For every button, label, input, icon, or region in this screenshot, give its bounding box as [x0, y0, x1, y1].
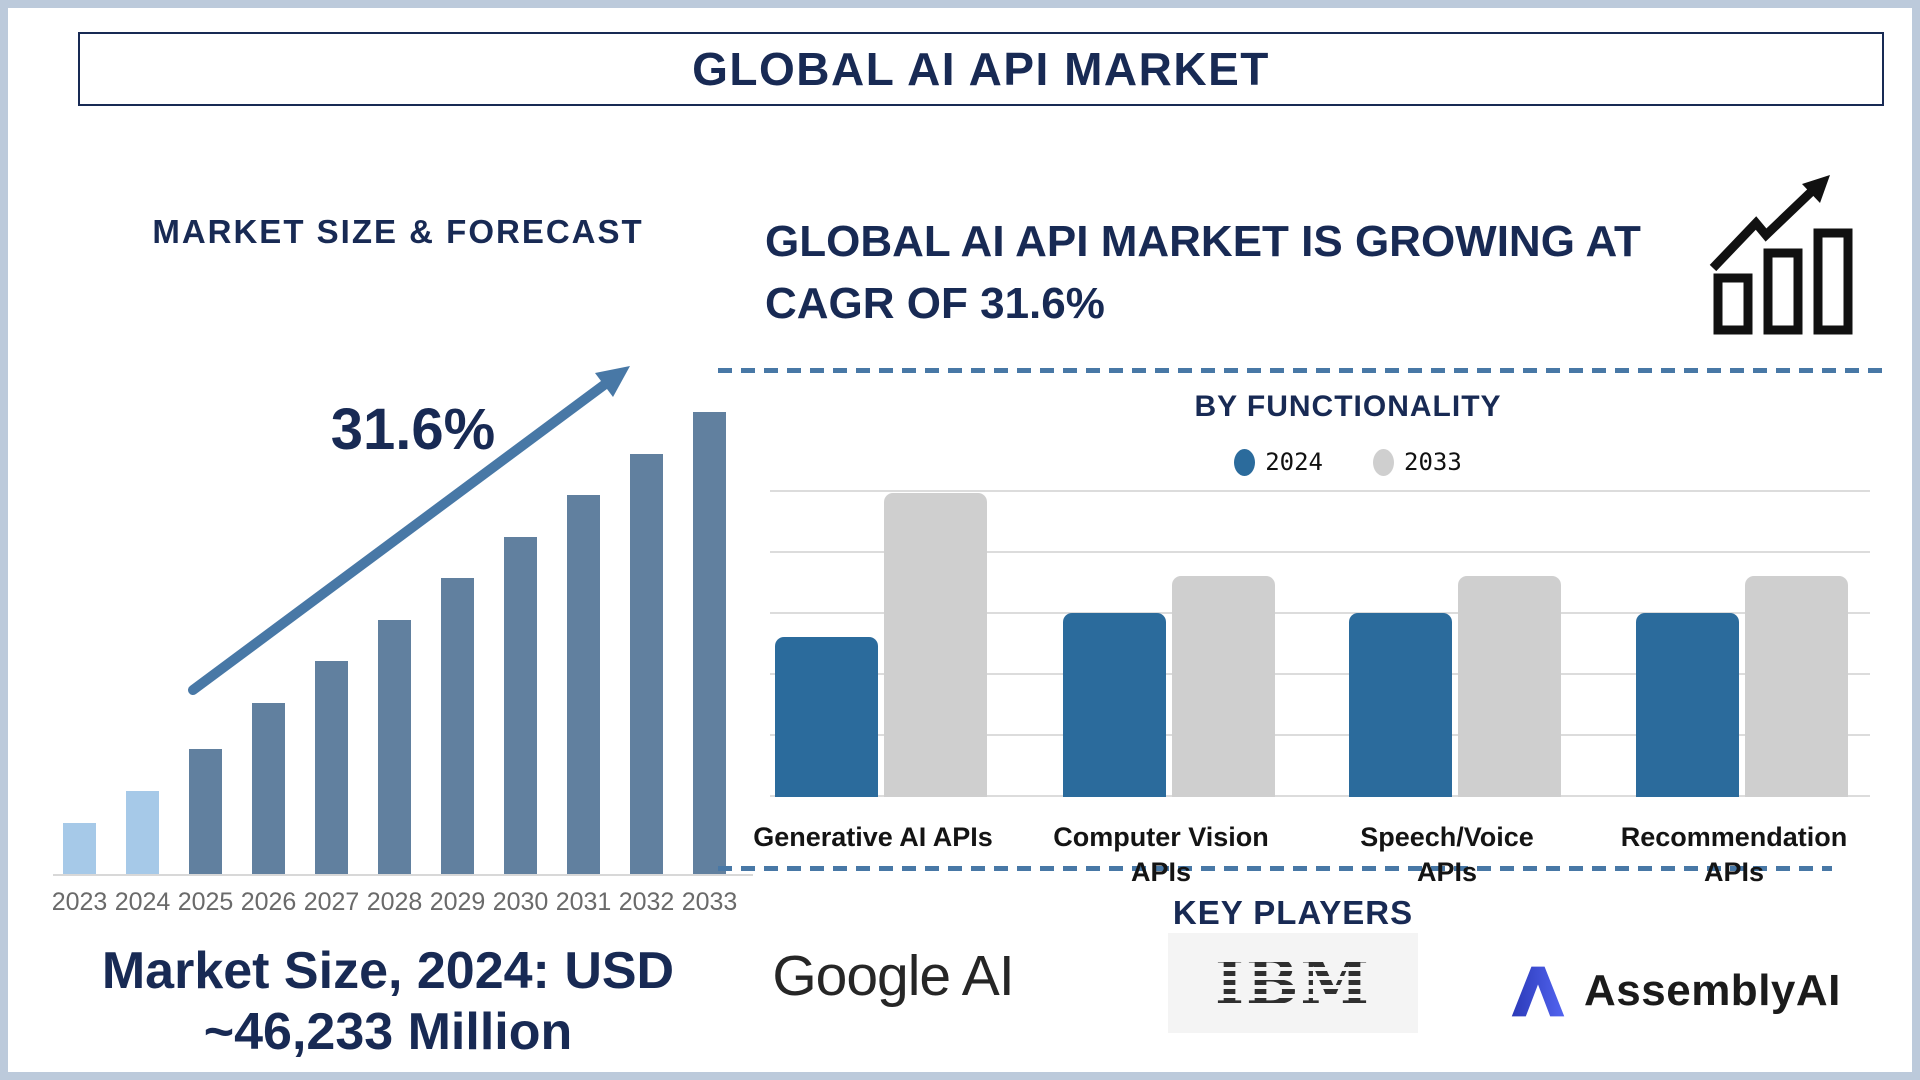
bar-2024-2	[1063, 613, 1166, 797]
legend-label-2024: 2024	[1265, 448, 1323, 476]
gridline	[770, 734, 1870, 736]
bar-group-4	[1636, 576, 1848, 797]
gridline	[770, 673, 1870, 675]
bar-group-1	[775, 493, 987, 797]
year-tick-2027: 2027	[303, 888, 360, 916]
market-bar-column-2029	[426, 412, 489, 874]
assemblyai-logo: AssemblyAI	[1508, 946, 1908, 1036]
market-bar-column-2026	[237, 412, 300, 874]
legend-label-2033: 2033	[1404, 448, 1462, 476]
title-box: GLOBAL AI API MARKET	[78, 32, 1884, 106]
google-ai-logo: Google AI	[772, 944, 1014, 1008]
market-bar-2028	[378, 620, 411, 874]
gridline	[770, 490, 1870, 492]
market-bar-2030	[504, 537, 537, 874]
year-tick-2024: 2024	[114, 888, 171, 916]
bar-group-3	[1349, 576, 1561, 797]
ibm-striped-wordmark: IBM	[1215, 946, 1371, 1019]
left-chart-baseline	[53, 874, 753, 876]
year-tick-2025: 2025	[177, 888, 234, 916]
category-label-4: Recommendation APIs	[1620, 822, 1848, 888]
bar-2024-1	[775, 637, 878, 797]
bar-2033-3	[1458, 576, 1561, 797]
growth-trend-arrow	[188, 366, 630, 695]
category-label-2: Computer Vision APIs	[1053, 822, 1269, 888]
legend-dot-2033	[1373, 448, 1394, 476]
dashed-divider-bottom	[718, 866, 1832, 871]
category-label-3: Speech/Voice APIs	[1360, 822, 1534, 888]
market-bar-2031	[567, 495, 600, 874]
cagr-annotation: 31.6%	[330, 397, 496, 462]
market-bar-column-2032	[615, 412, 678, 874]
legend-item-2033: 2033	[1373, 448, 1462, 476]
market-bar-2029	[441, 578, 474, 874]
market-bar-column-2023	[48, 412, 111, 874]
year-tick-2028: 2028	[366, 888, 423, 916]
bar-group-2	[1063, 576, 1275, 797]
dashed-divider-top	[718, 368, 1882, 373]
key-players-title: KEY PLAYERS	[1172, 894, 1414, 931]
market-bar-2024	[126, 791, 159, 874]
market-size-note-line1: Market Size, 2024: USD	[101, 942, 675, 1000]
ibm-logo: IBM	[1168, 933, 1418, 1033]
market-size-note: Market Size, 2024: USD ~46,233 Million	[58, 941, 718, 1064]
year-tick-2029: 2029	[429, 888, 486, 916]
gridline	[770, 795, 1870, 797]
market-bar-2033	[693, 412, 726, 874]
market-bar-column-2030	[489, 412, 552, 874]
by-functionality-bar-chart	[770, 490, 1870, 797]
market-bar-2032	[630, 454, 663, 874]
chart-legend: 2024 2033	[1138, 448, 1558, 476]
bar-2024-4	[1636, 613, 1739, 797]
cagr-heading: GLOBAL AI API MARKET IS GROWING AT CAGR …	[765, 211, 1705, 334]
market-bar-column-2027	[300, 412, 363, 874]
market-bar-column-2024	[111, 412, 174, 874]
year-tick-2023: 2023	[51, 888, 108, 916]
bar-2033-1	[884, 493, 987, 797]
market-bar-2026	[252, 703, 285, 874]
cagr-heading-line2: CAGR OF 31.6%	[765, 278, 1105, 328]
year-tick-2026: 2026	[240, 888, 297, 916]
market-size-forecast-title: MARKET SIZE & FORECAST	[152, 213, 644, 250]
gridline	[770, 551, 1870, 553]
market-bar-column-2025	[174, 412, 237, 874]
legend-dot-2024	[1234, 448, 1256, 476]
category-label-1: Generative AI APIs	[753, 822, 993, 852]
market-bar-column-2033	[678, 412, 741, 874]
market-bar-2027	[315, 661, 348, 874]
bar-2024-3	[1349, 613, 1452, 797]
year-tick-2032: 2032	[618, 888, 675, 916]
bar-2033-2	[1172, 576, 1275, 797]
year-tick-2033: 2033	[681, 888, 738, 916]
market-size-bar-chart	[48, 412, 741, 874]
assemblyai-mark-icon	[1511, 966, 1565, 1017]
gridline	[770, 612, 1870, 614]
year-tick-2031: 2031	[555, 888, 612, 916]
market-bar-2025	[189, 749, 222, 874]
by-functionality-title: BY FUNCTIONALITY	[1194, 390, 1502, 423]
assemblyai-logo-text: AssemblyAI	[1584, 966, 1841, 1015]
legend-item-2024: 2024	[1234, 448, 1323, 476]
left-chart-x-axis: 2023 2024 2025 2026 2027 2028 2029 2030 2031 2032…	[48, 888, 741, 917]
market-size-note-line2: ~46,233 Million	[203, 1003, 573, 1062]
year-tick-2030: 2030	[492, 888, 549, 916]
bar-2033-4	[1745, 576, 1848, 797]
market-bar-column-2028	[363, 412, 426, 874]
market-bar-2023	[63, 823, 96, 874]
cagr-heading-line1: GLOBAL AI API MARKET IS GROWING AT	[765, 217, 1641, 266]
growth-chart-icon	[1709, 175, 1853, 335]
page-title: GLOBAL AI API MARKET	[692, 43, 1270, 95]
market-bar-column-2031	[552, 412, 615, 874]
ibm-logo-text: IBM	[1215, 946, 1371, 1019]
